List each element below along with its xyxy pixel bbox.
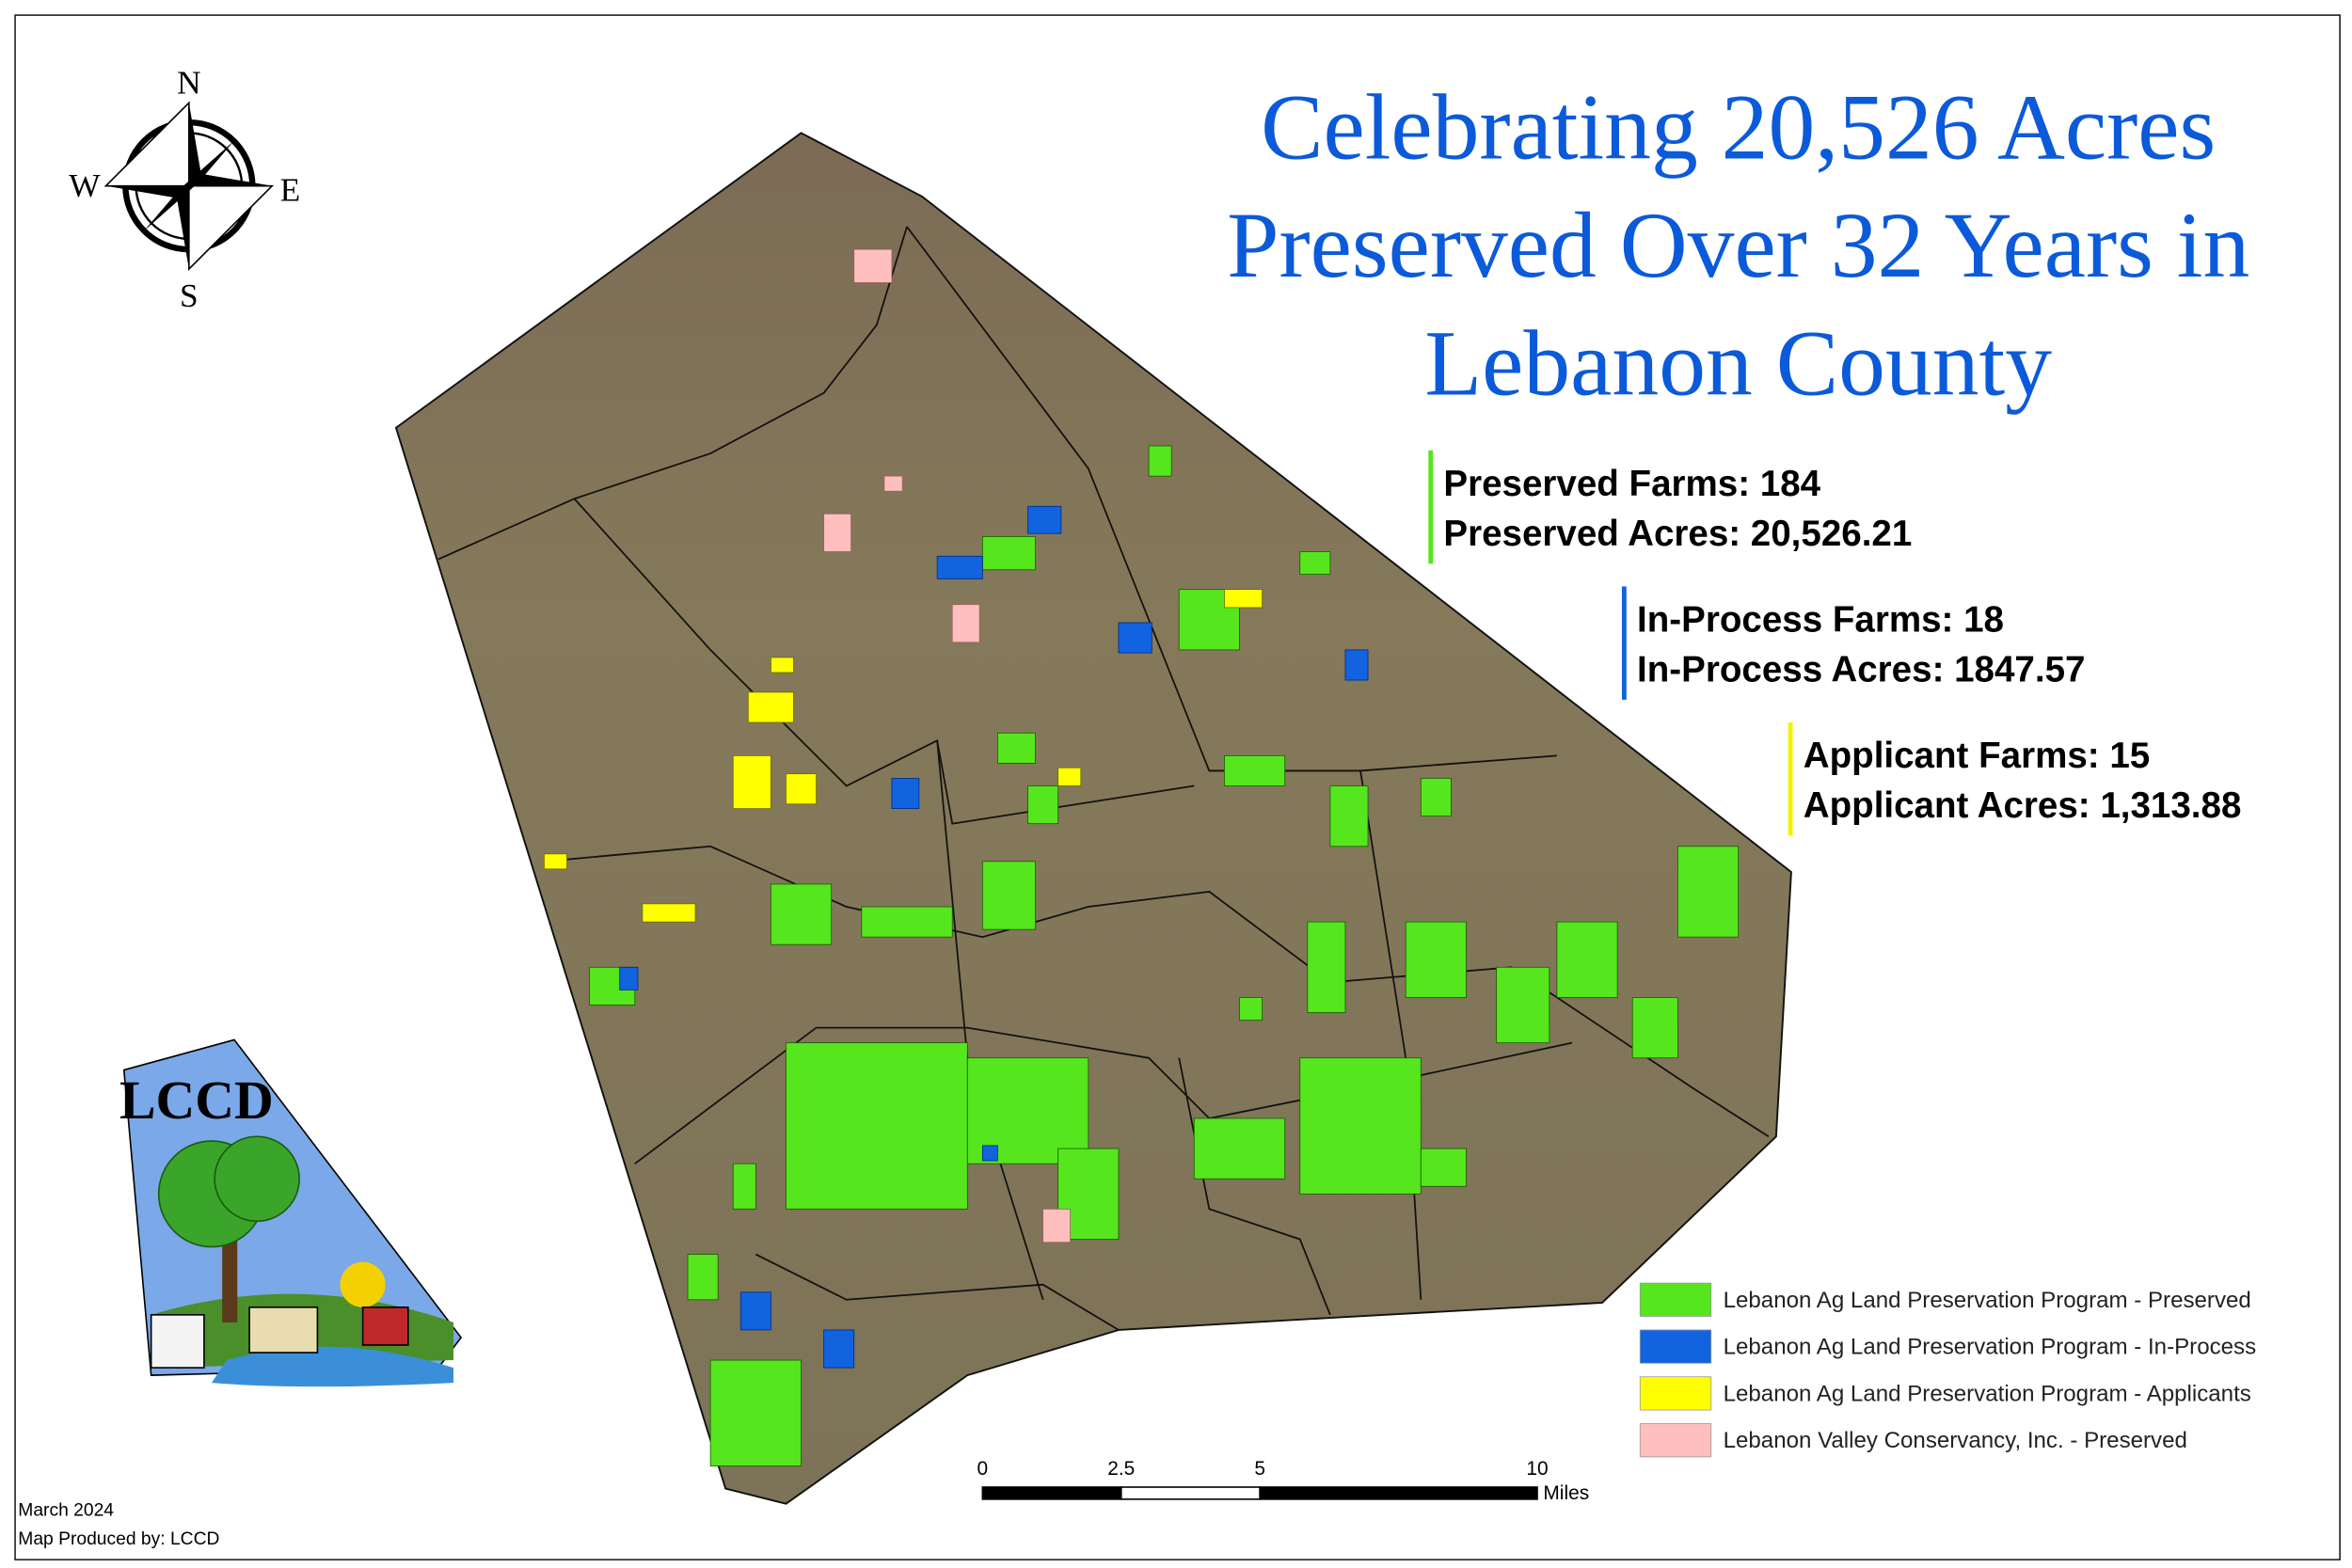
stat-text: Preserved Acres: 20,526.21 [1443,514,1912,554]
logo-text: LCCD [119,1069,274,1131]
legend-label: Lebanon Valley Conservancy, Inc. - Prese… [1724,1428,2187,1453]
stats: Preserved Farms: 184 Preserved Acres: 20,… [1428,450,2242,836]
title-line: Celebrating 20,526 Acres [1261,75,2216,180]
compass-w: W [69,167,101,204]
scale-segment [1120,1486,1261,1500]
compass: N S E W [69,65,300,315]
legend-swatch [1639,1376,1712,1411]
legend-swatch [1639,1423,1712,1458]
legend: Lebanon Ag Land Preservation Program - P… [1639,1282,2257,1458]
logo-tree [214,1135,300,1223]
title-line: Lebanon County [1424,310,2052,415]
stat-text: In-Process Farms: 18 [1637,600,2004,641]
scale-label: 2.5 [1107,1458,1135,1480]
stat-text: In-Process Acres: 1847.57 [1637,650,2085,690]
scale-label: 5 [1254,1458,1265,1480]
stat-text: Applicant Acres: 1,313.88 [1804,785,2242,826]
logo-house [248,1307,319,1354]
frame [14,14,2341,1560]
stat-text: Applicant Farms: 15 [1804,736,2150,776]
logo-house [150,1314,205,1369]
parcels [544,248,1740,1466]
scale-segment [1259,1486,1538,1500]
compass-e: E [280,172,301,209]
legend-swatch [1639,1282,1712,1317]
scale-unit: Miles [1543,1482,1589,1504]
logo-barn [361,1307,409,1346]
compass-n: N [177,65,201,102]
scale-segment [981,1486,1122,1500]
logo-sun [340,1261,386,1307]
legend-swatch [1639,1329,1712,1364]
stat-bar [1621,586,1627,700]
footer-date: March 2024 [18,1501,114,1521]
footer-credit: Map Produced by: LCCD [18,1529,219,1549]
logo-stream [211,1346,454,1387]
compass-star [143,140,235,231]
logo-trunk [222,1224,238,1323]
legend-label: Lebanon Ag Land Preservation Program - P… [1724,1288,2251,1313]
stat-bar [1788,722,1793,836]
legend-label: Lebanon Ag Land Preservation Program - A… [1724,1381,2251,1406]
scale-label: 10 [1526,1458,1548,1480]
title-line: Preserved Over 32 Years in [1227,193,2249,297]
scale-label: 0 [977,1458,989,1480]
logo: LCCD [119,1038,463,1387]
stat-bar [1428,450,1434,564]
title: Celebrating 20,526 Acres Preserved Over 3… [1227,75,2249,416]
legend-label: Lebanon Ag Land Preservation Program - I… [1724,1335,2257,1360]
stat-text: Preserved Farms: 184 [1443,464,1820,504]
compass-s: S [180,277,199,314]
county-map [394,132,1792,1505]
